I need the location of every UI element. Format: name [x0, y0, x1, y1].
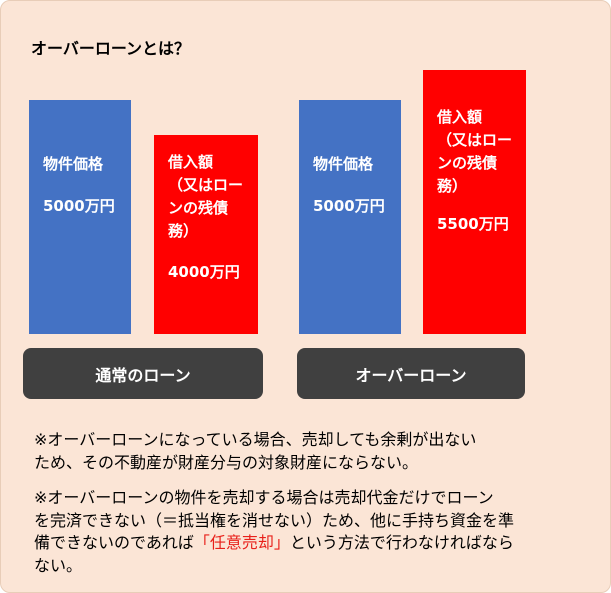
note-text: ※オーバーローンの物件を売却する場合は売却代金だけでローン — [34, 488, 494, 507]
note-line: ※オーバーローンの物件を売却する場合は売却代金だけでローン — [34, 487, 494, 510]
bar-box: 借入額 （又はローンの残債務） 4000万円 — [154, 135, 258, 334]
note-line: ※オーバーローンになっている場合、売却しても余剰が出ない — [34, 429, 476, 452]
note-text: 備できないのであれば — [34, 533, 194, 552]
bar-text: 物件価格 — [313, 155, 374, 173]
bar-text: 務） — [168, 222, 199, 240]
bar-text: （又はロー — [437, 131, 513, 149]
bar-box: 物件価格 5000万円 — [299, 100, 401, 334]
bar-text: （又はロー — [168, 176, 244, 194]
bar-amount: 5000万円 — [313, 197, 385, 215]
note-line: 備できないのであれば「任意売却」という方法で行わなければなら — [34, 532, 514, 555]
note-line: ため、その不動産が財産分与の対象財産にならない。 — [34, 452, 418, 475]
note-text: を完済できない（＝抵当権を消せない）ため、他に手持ち資金を準 — [34, 510, 515, 530]
bar-box: 物件価格 5000万円 — [29, 100, 131, 334]
note-text: ない。 — [34, 555, 83, 575]
title: オーバーローンとは？ — [31, 39, 191, 58]
note-line: を完済できない（＝抵当権を消せない）ため、他に手持ち資金を準 — [34, 510, 514, 533]
bar-amount: 5000万円 — [43, 197, 115, 215]
bar-text: 借入額 — [168, 153, 214, 171]
bar-amount: 4000万円 — [168, 263, 240, 281]
note-text: ※オーバーローンになっている場合、売却しても余剰が出ない — [34, 430, 477, 449]
note-line: ない。 — [34, 555, 82, 578]
bar-text: 物件価格 — [43, 155, 104, 173]
bar-box: 借入額 （又はローンの残債務） 5500万円 — [423, 70, 526, 334]
note-text: ため、その不動産が財産分与の対象財産にならない。 — [34, 452, 419, 472]
group-label: オーバーローン — [297, 348, 525, 399]
bar-text: 務） — [437, 177, 468, 195]
bar-text: ンの残債 — [437, 154, 498, 172]
group-label: 通常のローン — [23, 348, 263, 399]
note-emphasis: 「任意売却」 — [193, 533, 290, 552]
bar-text: 借入額 — [437, 108, 483, 126]
bar-amount: 5500万円 — [437, 215, 509, 233]
bar-text: ンの残債 — [168, 199, 229, 217]
note-text: という方法で行わなければなら — [289, 533, 514, 552]
